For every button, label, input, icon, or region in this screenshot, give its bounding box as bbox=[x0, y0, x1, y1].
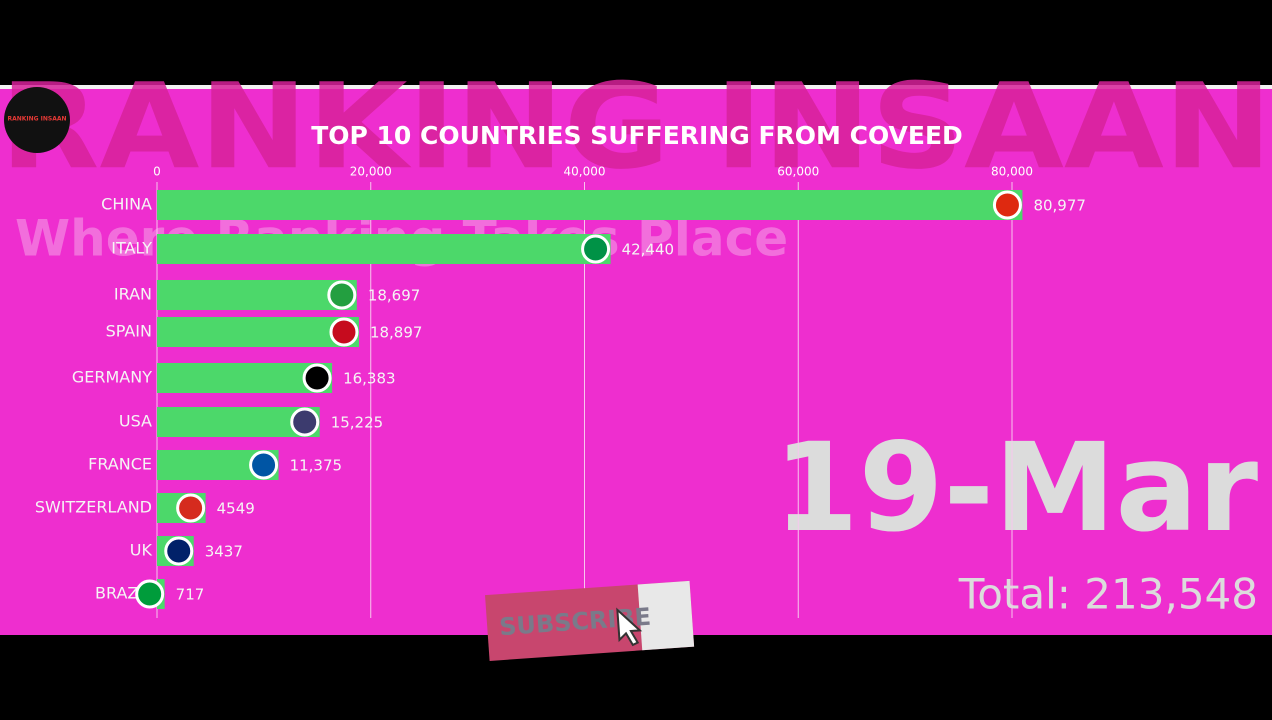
x-tick-label: 0 bbox=[153, 165, 161, 179]
category-label: UK bbox=[130, 541, 153, 560]
flag bbox=[581, 234, 611, 264]
value-label: 80,977 bbox=[1033, 197, 1086, 215]
subscribe-button[interactable]: SUBSCRIBE bbox=[485, 580, 695, 661]
value-label: 16,383 bbox=[343, 370, 396, 388]
chart-title: TOP 10 COUNTRIES SUFFERING FROM COVEED bbox=[311, 121, 963, 150]
value-label: 18,697 bbox=[368, 287, 421, 305]
value-label: 11,375 bbox=[290, 457, 343, 475]
category-label: ITALY bbox=[111, 239, 152, 258]
logo-text: RANKING INSAAN bbox=[7, 116, 66, 123]
value-label: 717 bbox=[176, 586, 205, 604]
button-bell[interactable] bbox=[637, 580, 695, 651]
plot-background bbox=[0, 89, 1272, 635]
x-tick-label: 40,000 bbox=[564, 165, 606, 179]
category-label: GERMANY bbox=[72, 368, 152, 387]
flag bbox=[135, 579, 165, 609]
value-label: 4549 bbox=[217, 500, 255, 518]
date-label: 19-Mar bbox=[774, 417, 1258, 559]
flag bbox=[302, 363, 332, 393]
category-label: FRANCE bbox=[88, 455, 152, 474]
total-label: Total: 213,548 bbox=[958, 570, 1258, 619]
x-tick-label: 20,000 bbox=[350, 165, 392, 179]
bar bbox=[157, 280, 357, 310]
flag bbox=[327, 280, 357, 310]
value-label: 15,225 bbox=[331, 414, 384, 432]
plot: 0 20,000 40,000 60,000 80,000 CHINA 80,977 ITAL… bbox=[35, 165, 1086, 618]
x-tick-label: 80,000 bbox=[991, 165, 1033, 179]
category-label: CHINA bbox=[101, 195, 152, 214]
x-tick-label: 60,000 bbox=[777, 165, 819, 179]
category-label: IRAN bbox=[114, 285, 152, 304]
flag bbox=[164, 536, 194, 566]
bar bbox=[157, 317, 359, 347]
bar bbox=[157, 234, 611, 264]
value-label: 42,440 bbox=[622, 241, 675, 259]
bar bbox=[157, 190, 1023, 220]
category-label: SWITZERLAND bbox=[35, 498, 152, 517]
value-label: 18,897 bbox=[370, 324, 423, 342]
cursor bbox=[616, 607, 643, 647]
value-label: 3437 bbox=[205, 543, 243, 561]
flag bbox=[329, 317, 359, 347]
watermark: RANKING INSAAN bbox=[0, 57, 1272, 195]
flag bbox=[992, 190, 1022, 220]
logo bbox=[4, 87, 70, 153]
flag bbox=[290, 407, 320, 437]
flag bbox=[176, 493, 206, 523]
category-label: USA bbox=[119, 412, 152, 431]
flag bbox=[249, 450, 279, 480]
category-label: SPAIN bbox=[106, 322, 152, 341]
top-line bbox=[0, 85, 1272, 89]
